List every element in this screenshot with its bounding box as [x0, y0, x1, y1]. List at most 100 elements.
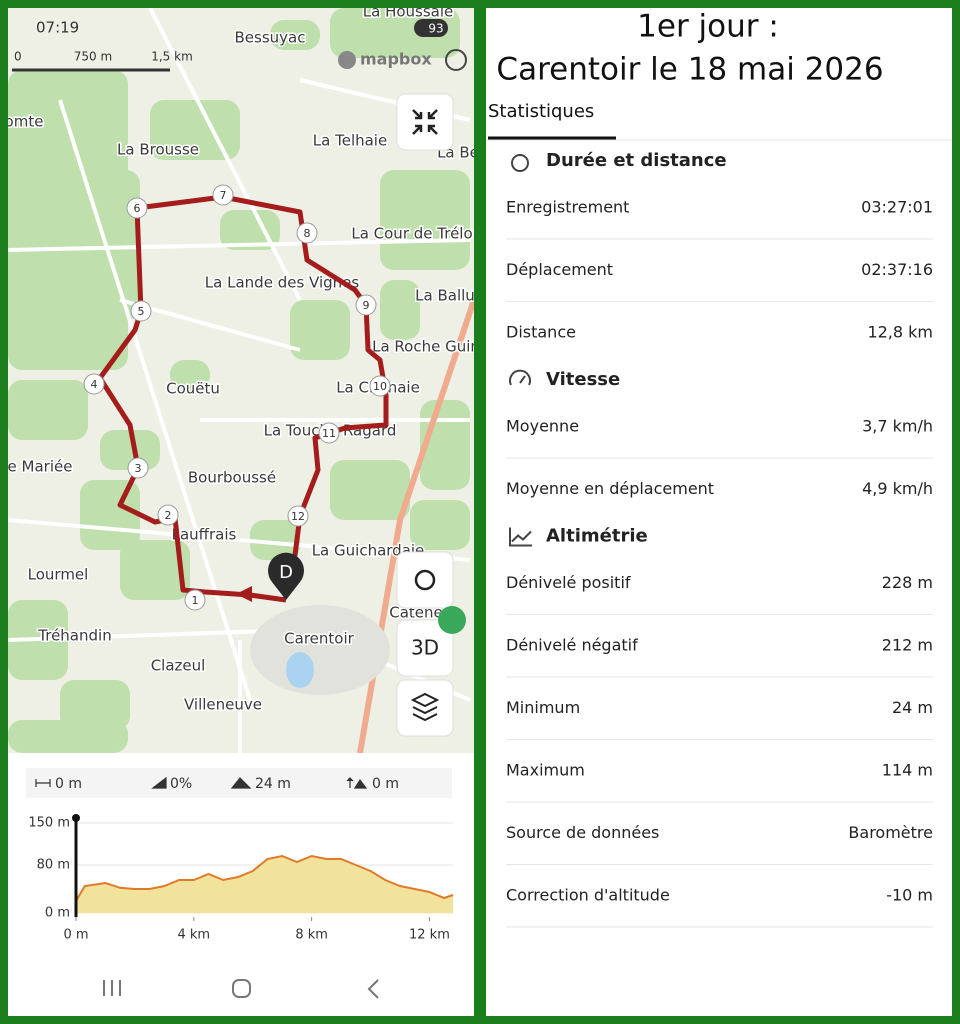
scale-label: 750 m	[74, 50, 112, 64]
map-button[interactable]	[396, 619, 454, 677]
stat-label: Source de données	[506, 823, 659, 842]
town-area	[250, 605, 390, 695]
attribution: mapbox	[360, 50, 432, 69]
section-icon	[509, 527, 532, 547]
scale-label: 1,5 km	[151, 50, 193, 64]
waypoint-label: 12	[291, 510, 305, 523]
place-label: La Roche Guin	[372, 338, 480, 356]
place-label: omte	[5, 113, 44, 131]
waypoint[interactable]	[212, 184, 234, 206]
forest-area	[100, 430, 160, 470]
place-label: Bessuyac	[235, 29, 306, 47]
section-title: Durée et distance	[546, 150, 727, 171]
waypoint-label: 6	[134, 202, 141, 215]
section-title: Vitesse	[546, 369, 620, 390]
forest-area	[220, 210, 280, 250]
waypoint[interactable]	[130, 300, 152, 322]
x-tick-label: 4 km	[178, 928, 211, 943]
section-icon	[511, 154, 529, 172]
place-label: Couëtu	[166, 380, 220, 398]
place-label: La Cour de Trélo	[351, 225, 472, 243]
waypoint-label: 9	[363, 299, 370, 312]
status-time: 07:19	[36, 19, 79, 37]
waypoint[interactable]	[184, 589, 206, 611]
settings-icon	[414, 569, 436, 591]
waypoint-label: 2	[165, 509, 172, 522]
mapbox-logo	[338, 51, 356, 69]
battery-pill	[414, 19, 448, 37]
place-label: Tréhandin	[37, 627, 111, 645]
summary-value: 0 m	[55, 776, 82, 792]
map-button[interactable]	[396, 551, 454, 609]
start-marker[interactable]	[268, 552, 305, 600]
stat-value: 212 m	[882, 636, 933, 655]
forest-area	[330, 460, 410, 520]
waypoint[interactable]	[318, 422, 340, 444]
place-label: e Mariée	[8, 458, 73, 476]
waypoint[interactable]	[355, 294, 377, 316]
place-label: La Lande des Vignes	[205, 274, 360, 292]
forest-area	[80, 480, 140, 550]
x-tick-label: 12 km	[409, 928, 450, 943]
stat-label: Dénivelé positif	[506, 573, 631, 592]
waypoint-label: 7	[220, 189, 227, 202]
waypoint[interactable]	[157, 504, 179, 526]
start-marker-label: D	[279, 562, 293, 583]
road	[8, 238, 471, 252]
waypoint[interactable]	[287, 505, 309, 527]
locate-button[interactable]	[438, 606, 466, 634]
scale-label: 0	[14, 50, 22, 64]
collapse-icon	[412, 109, 438, 135]
stat-value: 4,9 km/h	[862, 479, 933, 498]
place-label: La Houssaie	[363, 3, 454, 21]
nav-back[interactable]	[367, 979, 379, 999]
profile-line	[75, 854, 454, 902]
y-tick-label: 150 m	[28, 816, 70, 831]
forest-area	[410, 500, 470, 550]
nav-recent[interactable]	[103, 980, 121, 996]
layers-icon	[410, 692, 440, 722]
x-tick-label: 8 km	[295, 928, 328, 943]
stat-label: Déplacement	[506, 260, 613, 279]
page-title: 1er jour :	[637, 9, 779, 45]
tab-label[interactable]: Statistiques	[488, 101, 594, 122]
map-button[interactable]	[396, 93, 454, 151]
waypoint-label: 8	[304, 227, 311, 240]
forest-area	[30, 250, 90, 340]
road	[148, 8, 302, 301]
waypoint-label: 4	[91, 378, 98, 391]
forest-area	[120, 540, 190, 600]
route-arrow	[236, 586, 252, 602]
summary-value: 0%	[170, 776, 192, 792]
place-label: Carentoir	[284, 630, 354, 648]
nav-home[interactable]	[232, 979, 251, 998]
stat-label: Minimum	[506, 698, 580, 717]
waypoint[interactable]	[296, 222, 318, 244]
place-label: Clazeul	[151, 657, 206, 675]
stat-value: 02:37:16	[861, 260, 933, 279]
waypoint-label: 1	[192, 594, 199, 607]
waypoint[interactable]	[127, 457, 149, 479]
waypoint[interactable]	[126, 197, 148, 219]
stat-value: 114 m	[882, 761, 933, 780]
forest-area	[270, 20, 320, 50]
forest-area	[380, 280, 420, 340]
place-label: Lauffrais	[172, 526, 237, 544]
place-label: La Guichardaie	[312, 542, 425, 560]
stat-value: -10 m	[886, 886, 933, 905]
info-button[interactable]	[445, 49, 467, 71]
map-button[interactable]	[396, 679, 454, 737]
stat-value: 03:27:01	[861, 198, 933, 217]
summary-value: 0 m	[372, 776, 399, 792]
place-label: La Telhaie	[313, 132, 387, 150]
right-panel	[486, 8, 952, 1016]
waypoint[interactable]	[369, 375, 391, 397]
waypoint-label: 11	[322, 427, 336, 440]
forest-area	[250, 520, 300, 560]
waypoint-label: 3	[135, 462, 142, 475]
profile-area	[76, 856, 453, 913]
waypoint[interactable]	[83, 373, 105, 395]
